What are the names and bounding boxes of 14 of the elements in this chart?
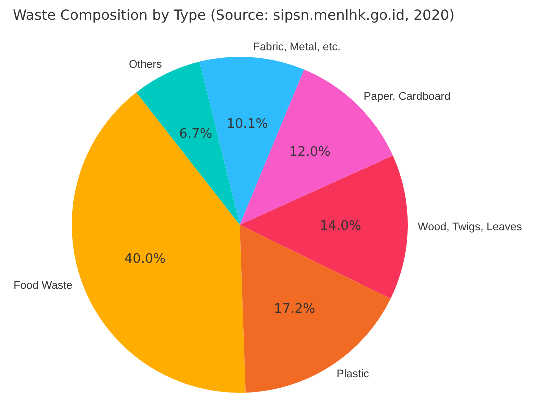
slice-label: Fabric, Metal, etc. [253,41,341,54]
data-label: 14.0% [320,219,362,234]
slice-label: Plastic [336,368,370,380]
data-label: 17.2% [274,302,316,318]
slice-label: Wood, Twigs, Leaves [418,222,523,234]
slice-label: Food Waste [14,280,73,292]
data-label: 6.7% [179,126,212,142]
slice-label: Others [129,58,163,71]
pie-slice [240,156,408,299]
chart-title: Waste Composition by Type (Source: sipsn.menlhk.go.id, 2020) [13,8,455,24]
data-label: 40.0% [124,252,166,267]
data-label: 10.1% [226,116,268,132]
data-label: 12.0% [289,145,331,160]
slice-label: Paper, Cardboard [364,91,451,104]
